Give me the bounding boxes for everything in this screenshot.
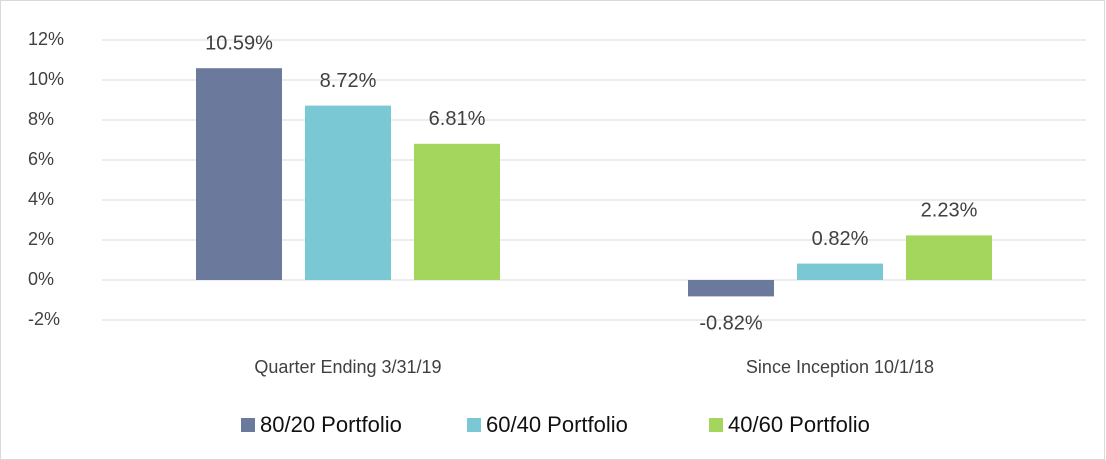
bar	[906, 235, 992, 280]
legend-label: 40/60 Portfolio	[728, 412, 870, 437]
y-tick-label: 2%	[28, 229, 54, 249]
bar	[797, 263, 883, 280]
bar	[414, 143, 500, 280]
x-tick-label: Quarter Ending 3/31/19	[254, 357, 441, 377]
y-tick-label: -2%	[28, 309, 60, 329]
legend-swatch	[709, 418, 723, 432]
legend-swatch	[241, 418, 255, 432]
bar	[305, 105, 391, 280]
data-label: 0.82%	[812, 228, 869, 250]
y-tick-label: 0%	[28, 269, 54, 289]
y-tick-label: 8%	[28, 109, 54, 129]
legend-swatch	[467, 418, 481, 432]
x-tick-label: Since Inception 10/1/18	[746, 357, 934, 377]
y-tick-label: 6%	[28, 149, 54, 169]
bar	[196, 68, 282, 280]
data-label: 8.72%	[320, 70, 377, 92]
y-tick-label: 4%	[28, 189, 54, 209]
legend-label: 80/20 Portfolio	[260, 412, 402, 437]
y-tick-label: 12%	[28, 29, 64, 49]
data-label: 10.59%	[205, 32, 273, 54]
data-label: 6.81%	[429, 108, 486, 130]
y-tick-label: 10%	[28, 69, 64, 89]
data-label: 2.23%	[921, 200, 978, 222]
legend-label: 60/40 Portfolio	[486, 412, 628, 437]
data-label: -0.82%	[699, 313, 763, 335]
bar	[688, 280, 774, 297]
